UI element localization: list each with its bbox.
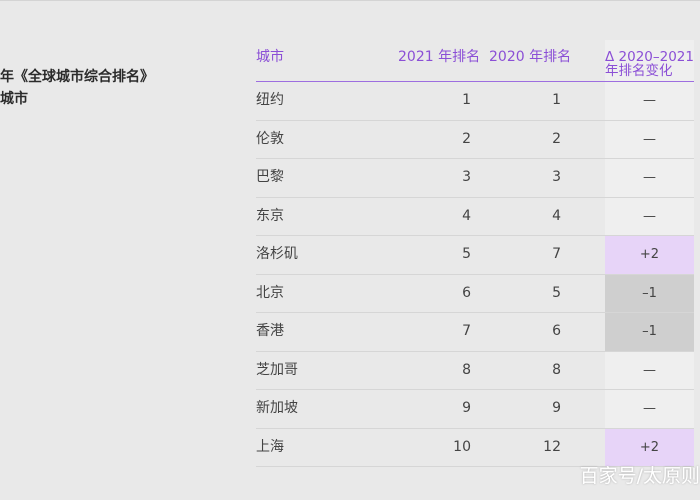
cell-rank-2021: 4 bbox=[462, 207, 471, 224]
cell-city: 伦敦 bbox=[256, 130, 284, 147]
header-rank-change-line2: 年排名变化 bbox=[605, 63, 673, 79]
cell-city: 巴黎 bbox=[256, 169, 284, 185]
cell-rank-2020: 12 bbox=[543, 438, 561, 455]
cell-rank-2021: 10 bbox=[453, 438, 471, 455]
cell-rank-2020: 3 bbox=[552, 169, 561, 185]
cell-rank-2020: 4 bbox=[552, 207, 561, 224]
cell-rank-2020: 7 bbox=[552, 246, 561, 262]
cell-rank-change: –1 bbox=[605, 274, 694, 312]
watermark: 百家号/太原则 bbox=[579, 465, 700, 487]
report-title-line1: 年《全球城市综合排名》 bbox=[0, 69, 154, 85]
header-city: 城市 bbox=[256, 49, 284, 65]
cell-rank-2021: 6 bbox=[462, 284, 471, 301]
cell-city: 芝加哥 bbox=[256, 361, 298, 378]
report-title-line2: 城市 bbox=[0, 91, 28, 107]
table-row: 香港 7 6 –1 bbox=[256, 313, 694, 352]
delta-header-background bbox=[605, 40, 694, 81]
ranking-table: 城市 2021 年排名 2020 年排名 Δ 2020–2021 年排名变化 纽… bbox=[256, 40, 694, 467]
cell-rank-change: — bbox=[605, 351, 694, 389]
cell-rank-2021: 7 bbox=[462, 323, 471, 339]
cell-rank-2021: 5 bbox=[462, 246, 471, 262]
cell-rank-change: +2 bbox=[605, 428, 694, 466]
table-row: 巴黎 3 3 — bbox=[256, 159, 694, 198]
cell-rank-2020: 2 bbox=[552, 130, 561, 147]
cell-rank-2021: 8 bbox=[462, 361, 471, 378]
cell-city: 上海 bbox=[256, 438, 284, 455]
table-row: 东京 4 4 — bbox=[256, 197, 694, 236]
header-rank-change-line1: Δ 2020–2021 bbox=[605, 49, 694, 65]
cell-city: 新加坡 bbox=[256, 400, 298, 416]
cell-rank-change: — bbox=[605, 197, 694, 235]
header-rank-change: Δ 2020–2021 年排名变化 bbox=[605, 50, 694, 78]
cell-rank-2020: 1 bbox=[552, 92, 561, 108]
top-divider bbox=[0, 0, 700, 1]
table-row: 新加坡 9 9 — bbox=[256, 390, 694, 429]
report-title: 年《全球城市综合排名》 城市 bbox=[0, 66, 154, 110]
cell-rank-2020: 9 bbox=[552, 400, 561, 416]
cell-city: 纽约 bbox=[256, 92, 284, 108]
table-row: 伦敦 2 2 — bbox=[256, 120, 694, 159]
cell-city: 洛杉矶 bbox=[256, 246, 298, 262]
table-row: 芝加哥 8 8 — bbox=[256, 351, 694, 390]
table-row: 上海 10 12 +2 bbox=[256, 428, 694, 467]
cell-rank-2020: 8 bbox=[552, 361, 561, 378]
table-row: 纽约 1 1 — bbox=[256, 82, 694, 121]
table-header: 城市 2021 年排名 2020 年排名 Δ 2020–2021 年排名变化 bbox=[256, 40, 694, 82]
header-rank-2020: 2020 年排名 bbox=[489, 49, 572, 65]
cell-rank-2020: 5 bbox=[552, 284, 561, 301]
cell-rank-2021: 1 bbox=[462, 92, 471, 108]
cell-rank-change: –1 bbox=[605, 313, 694, 351]
cell-rank-change: — bbox=[605, 120, 694, 158]
table-row: 洛杉矶 5 7 +2 bbox=[256, 236, 694, 275]
table-row: 北京 6 5 –1 bbox=[256, 274, 694, 313]
cell-rank-2021: 2 bbox=[462, 130, 471, 147]
cell-city: 北京 bbox=[256, 284, 284, 301]
cell-rank-2020: 6 bbox=[552, 323, 561, 339]
cell-rank-change: +2 bbox=[605, 236, 694, 274]
cell-rank-change: — bbox=[605, 82, 694, 120]
cell-rank-2021: 9 bbox=[462, 400, 471, 416]
cell-city: 香港 bbox=[256, 323, 284, 339]
cell-rank-change: — bbox=[605, 159, 694, 197]
cell-rank-2021: 3 bbox=[462, 169, 471, 185]
cell-rank-change: — bbox=[605, 390, 694, 428]
cell-city: 东京 bbox=[256, 207, 284, 224]
table-body: 纽约 1 1— 伦敦 2 2— 巴黎 3 3— 东京 4 4— 洛杉矶 5 7 +2 北京 6 5 –1 香港 7 6 –1 芝… bbox=[256, 82, 694, 467]
header-rank-2021: 2021 年排名 bbox=[398, 49, 481, 65]
